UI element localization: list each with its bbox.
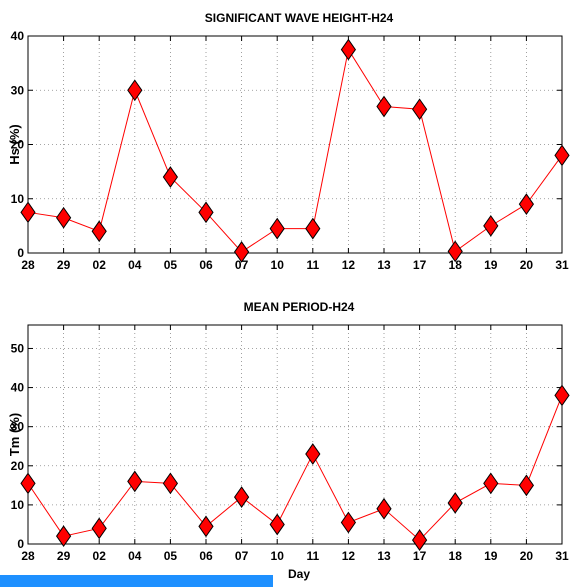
data-point <box>518 193 535 216</box>
y-axis-label: Tm (%) <box>7 413 22 456</box>
x-tick-label: 02 <box>93 258 107 272</box>
data-point <box>554 144 570 167</box>
x-tick-label: 10 <box>271 258 285 272</box>
x-tick-label: 06 <box>199 258 213 272</box>
data-point <box>55 525 72 548</box>
x-tick-label: 31 <box>555 258 569 272</box>
data-point <box>233 241 250 263</box>
data-point <box>91 220 107 243</box>
x-tick-label: 10 <box>271 549 285 563</box>
y-tick-label: 0 <box>17 246 24 260</box>
x-tick-label: 18 <box>449 549 463 563</box>
data-point <box>198 201 214 224</box>
x-tick-label: 28 <box>21 258 35 272</box>
data-point <box>305 443 321 465</box>
x-tick-label: 06 <box>199 549 213 563</box>
data-point <box>20 201 36 224</box>
data-point <box>269 217 285 240</box>
wave-height-chart: 28 29 02 04 05 06 07 10 11 12 13 17 18 19 20 31 0 10 20 30 4… <box>7 11 570 272</box>
data-point <box>55 206 72 229</box>
x-tick-label: 19 <box>484 258 498 272</box>
x-tick-label: 29 <box>57 549 71 563</box>
y-tick-label: 50 <box>11 341 25 355</box>
chart-title: MEAN PERIOD-H24 <box>244 300 355 314</box>
x-tick-label: 04 <box>128 258 142 272</box>
y-tick-label: 30 <box>11 420 25 434</box>
bottom-strip <box>0 575 273 587</box>
y-tick-label: 40 <box>11 381 25 395</box>
x-tick-label: 12 <box>342 549 356 563</box>
x-tick-label: 05 <box>164 258 178 272</box>
y-tick-label: 10 <box>11 192 25 206</box>
data-point <box>483 472 499 495</box>
data-point <box>411 98 428 121</box>
x-tick-label: 19 <box>484 549 498 563</box>
data-point <box>340 38 357 61</box>
data-point <box>305 217 321 240</box>
series-line <box>27 395 563 541</box>
x-tick-label: 17 <box>413 549 427 563</box>
y-tick-label: 20 <box>11 138 25 152</box>
mean-period-chart: 28 29 02 04 05 06 07 10 11 12 13 17 18 19 20 31 0 10 20 30 4… <box>7 300 570 581</box>
y-tick-label: 20 <box>11 459 25 473</box>
x-tick-label: 11 <box>306 258 319 272</box>
x-tick-label: 13 <box>377 549 391 563</box>
x-tick-label: 20 <box>520 258 534 272</box>
x-tick-label: 04 <box>128 549 142 563</box>
data-point <box>376 497 392 520</box>
x-tick-label: 12 <box>342 258 356 272</box>
data-point <box>20 472 36 495</box>
x-tick-label: 05 <box>164 549 178 563</box>
data-point <box>127 79 143 102</box>
y-axis-label: Hs (%) <box>7 124 22 164</box>
x-axis-label: Day <box>288 567 310 581</box>
data-point <box>554 384 570 407</box>
y-tick-label: 40 <box>11 29 25 43</box>
x-tick-label: 07 <box>235 258 249 272</box>
x-tick-label: 20 <box>520 549 534 563</box>
chart-title: SIGNIFICANT WAVE HEIGHT-H24 <box>205 11 394 25</box>
x-tick-label: 28 <box>21 549 35 563</box>
data-point <box>340 511 357 534</box>
data-point <box>233 486 250 508</box>
x-tick-label: 31 <box>555 549 569 563</box>
x-tick-label: 17 <box>413 258 427 272</box>
series-line <box>27 48 563 253</box>
plot-area <box>28 325 562 544</box>
x-tick-label: 29 <box>57 258 71 272</box>
axes-box <box>27 324 563 545</box>
y-tick-label: 30 <box>11 83 25 97</box>
data-point <box>411 529 428 551</box>
x-tick-label: 13 <box>377 258 391 272</box>
data-point <box>127 470 143 493</box>
data-point <box>376 95 392 118</box>
data-point <box>198 515 214 538</box>
data-point <box>447 492 463 514</box>
data-point <box>91 517 107 540</box>
data-point <box>162 166 179 188</box>
y-tick-label: 0 <box>17 537 24 551</box>
data-point <box>483 215 499 237</box>
data-point <box>269 513 285 536</box>
x-tick-label: 02 <box>93 549 107 563</box>
data-point <box>162 472 179 495</box>
y-tick-label: 10 <box>11 498 25 512</box>
x-tick-label: 11 <box>306 549 319 563</box>
x-tick-label: 07 <box>235 549 249 563</box>
data-point <box>447 240 463 263</box>
data-point <box>518 474 535 497</box>
x-tick-label: 18 <box>449 258 463 272</box>
